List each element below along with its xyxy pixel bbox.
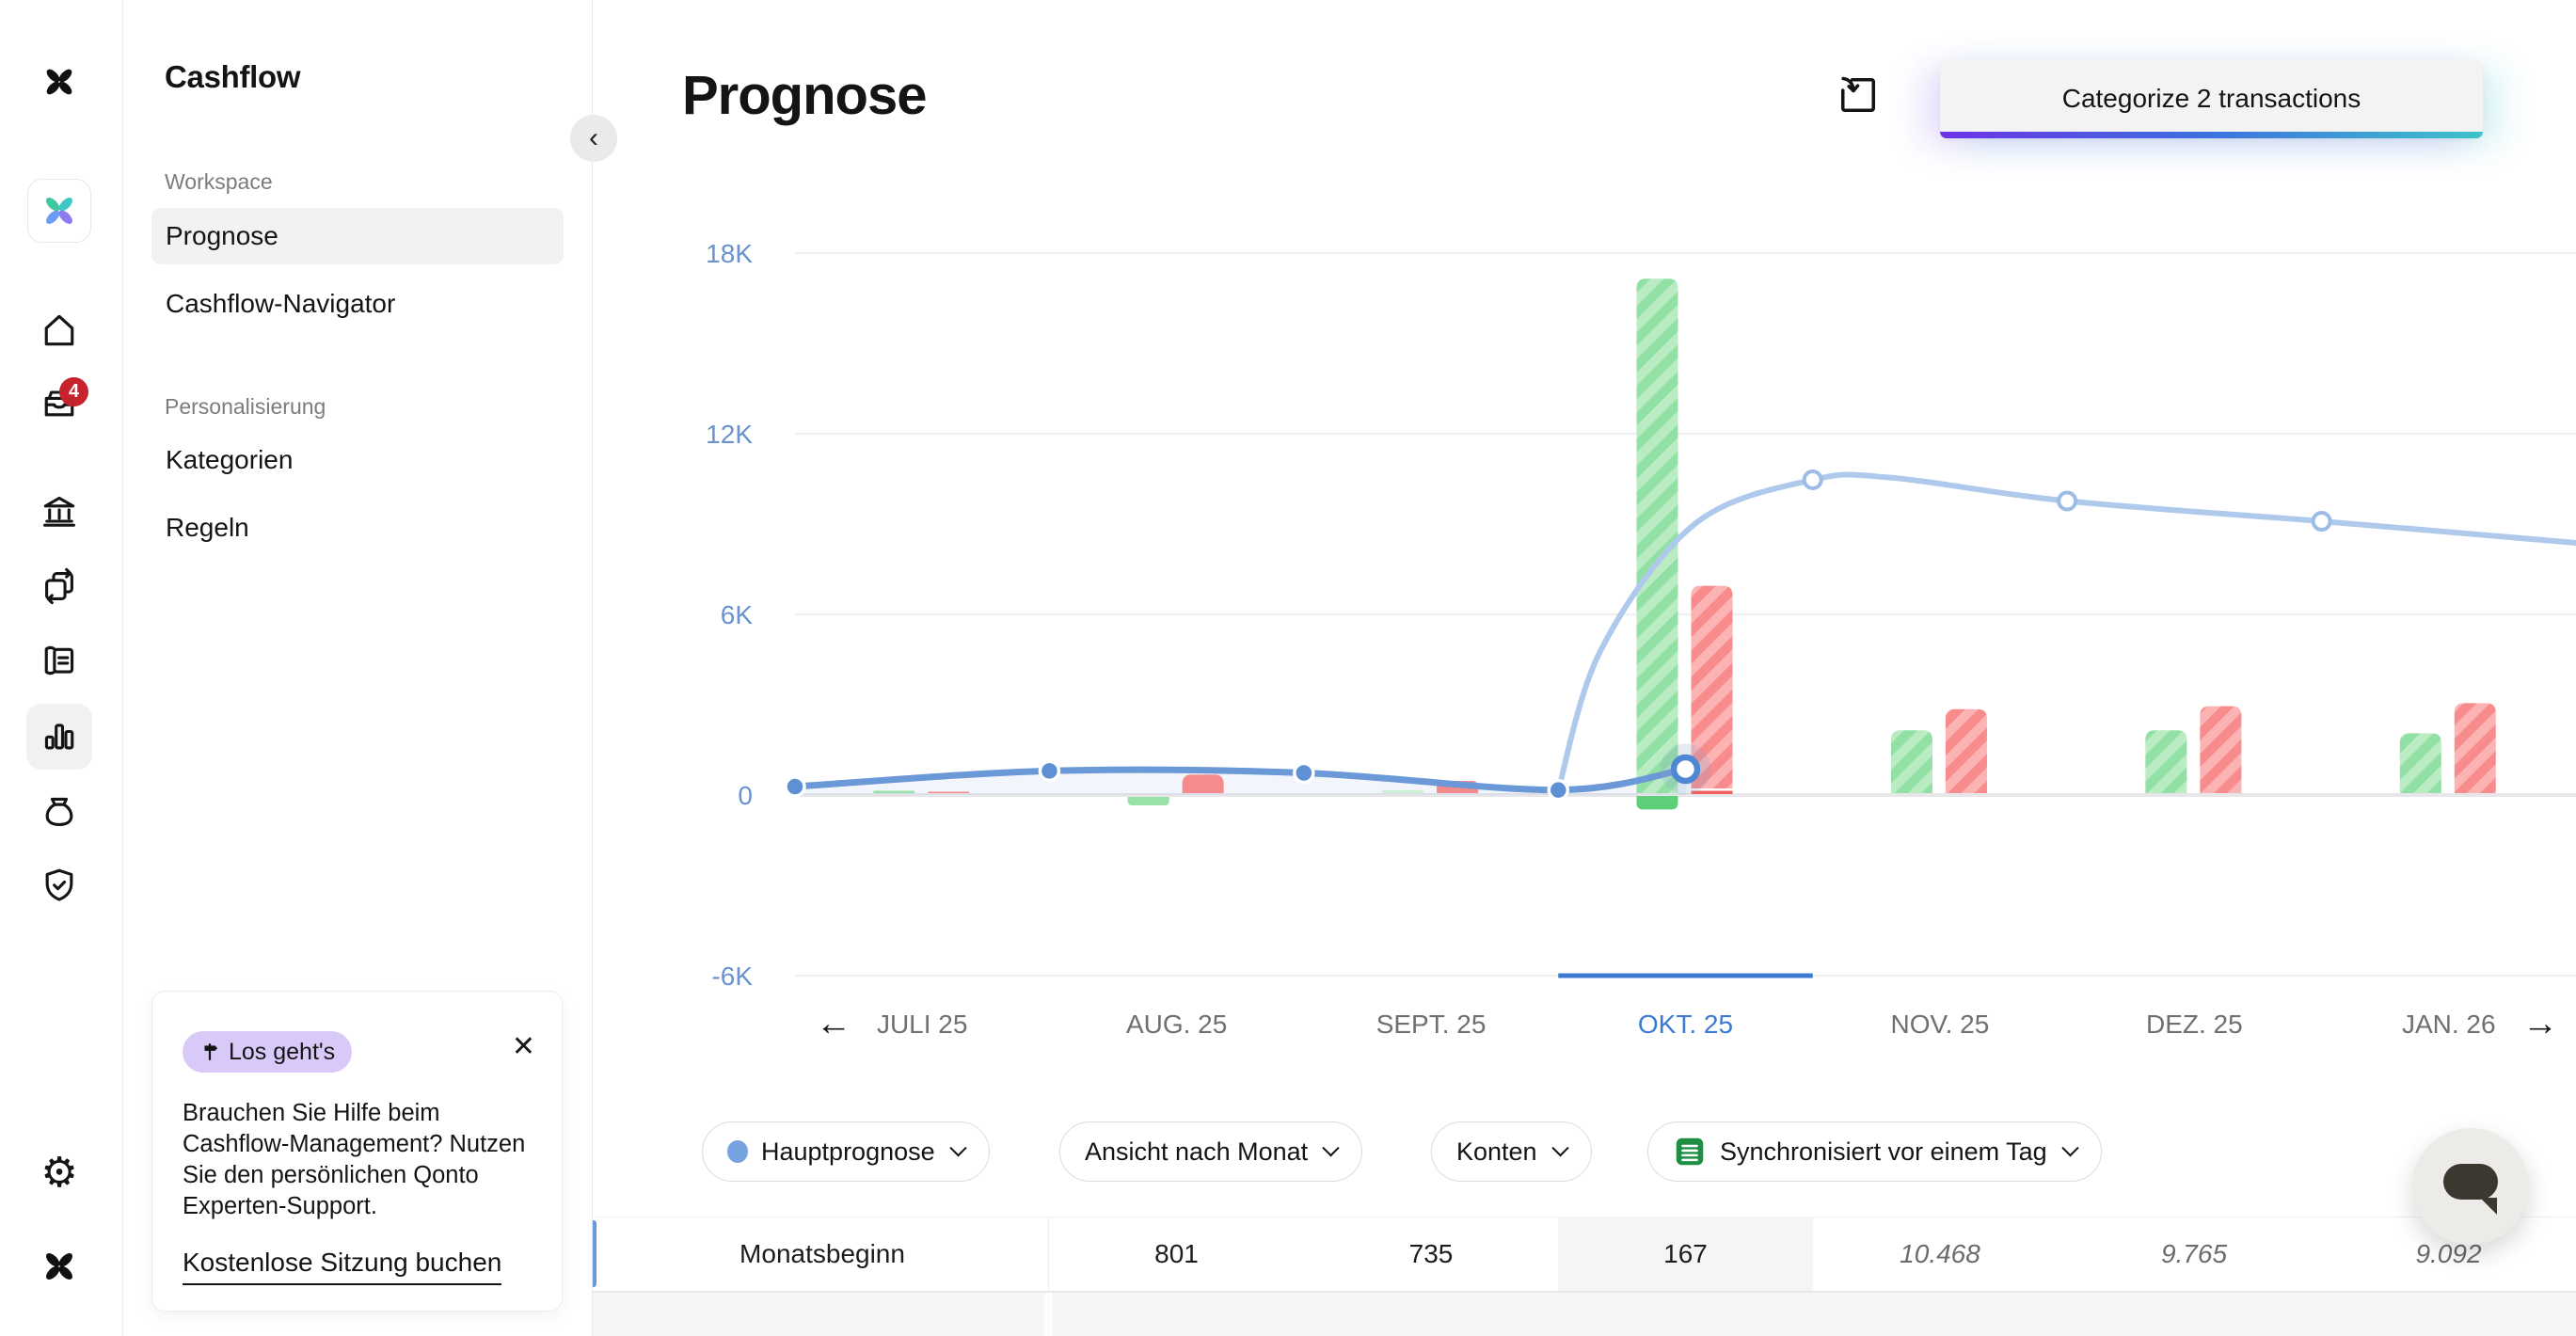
x-axis-month-label[interactable]: JAN. 26 [2402,1010,2496,1039]
export-download-icon[interactable] [1835,72,1882,119]
expenses-bar[interactable] [1945,708,1987,793]
settings-gear-icon[interactable]: ⚙ [40,1150,78,1196]
page-title: Prognose [682,65,927,126]
income-bar-negative[interactable] [1127,797,1169,805]
x-axis-month-label[interactable]: AUG. 25 [1126,1010,1227,1039]
forecast-point-marker [2057,490,2078,512]
next-table-row-partial [591,1293,2576,1336]
x-axis-month-label[interactable]: NOV. 25 [1891,1010,1990,1039]
forecast-point-marker [2311,511,2332,533]
income-bar-actual-cap [1636,796,1678,810]
categorize-transactions-button[interactable]: Categorize 2 transactions [1940,59,2483,138]
chat-bubble-icon [2443,1164,2498,1215]
chevron-down-icon [2060,1138,2079,1156]
budget-bag-icon[interactable] [39,791,80,833]
cashflow-forecast-chart[interactable]: 18K 12K 6K 0 -6K JULI 25 AUG. 25 SEPT. 25 OKT. 2… [659,226,2576,1082]
transfers-icon[interactable] [39,565,80,607]
inbox-unread-badge: 4 [59,377,88,406]
actual-point-marker [784,775,806,798]
chevron-left-icon: ‹ [589,122,598,153]
actual-balance-line [791,765,1689,794]
row-accent-bar [591,1220,596,1287]
chevron-down-icon [948,1138,967,1156]
cell-aug: 801 [1154,1239,1199,1268]
sidebar-title: Cashflow [165,59,301,94]
cell-okt-selected: 167 [1558,1217,1813,1291]
insurance-shield-icon[interactable] [39,865,80,906]
expenses-bar[interactable] [928,791,970,793]
actual-point-marker [1547,778,1570,802]
cashflow-chart-icon[interactable] [39,716,80,757]
income-bar[interactable] [2399,733,2441,793]
cashflow-active-highlight [26,704,92,770]
organization-avatar[interactable] [27,179,91,243]
x-axis-month-label[interactable]: SEPT. 25 [1376,1010,1487,1039]
bank-accounts-icon[interactable] [39,490,80,532]
close-icon[interactable]: ✕ [511,1031,535,1062]
sidebar-item-prognose[interactable]: Prognose [151,208,564,264]
cell-sept: 735 [1408,1239,1454,1268]
y-axis-label: 0 [738,781,753,810]
scenario-filter[interactable]: Hauptprognose [702,1121,990,1182]
column-divider [1048,1217,1049,1291]
book-session-link[interactable]: Kostenlose Sitzung buchen [183,1248,502,1285]
sidebar-item-cashflow-navigator[interactable]: Cashflow-Navigator [166,289,396,318]
row-separator [591,1291,2576,1293]
expenses-bar[interactable] [1182,774,1224,793]
sidebar-item-regeln[interactable]: Regeln [166,513,249,542]
qonto-logo-bottom-icon[interactable] [39,1246,80,1287]
income-bar[interactable] [2145,730,2187,793]
sync-status-filter[interactable]: Synchronisiert vor einem Tag [1647,1121,2102,1182]
y-axis-label: 18K [706,239,753,268]
x-axis-month-label[interactable]: DEZ. 25 [2146,1010,2243,1039]
onboarding-badge: Los geht's [183,1031,353,1073]
help-card-text: Brauchen Sie Hilfe beim Cashflow-Managem… [183,1100,526,1219]
expenses-bar[interactable] [2200,706,2242,793]
actual-point-marker [1038,759,1061,783]
income-bar[interactable] [873,790,915,793]
income-bar[interactable] [1382,789,1424,793]
chevron-down-icon [1550,1138,1569,1156]
y-axis-label: 12K [706,420,753,449]
row-label: Monatsbeginn [739,1239,905,1268]
cell-dez: 9.765 [2160,1239,2228,1268]
sidebar-item-kategorien[interactable]: Kategorien [166,445,294,474]
chat-support-button[interactable] [2412,1128,2529,1245]
income-bar[interactable] [1636,278,1678,793]
today-marker[interactable] [1670,754,1701,785]
qonto-logo-icon [39,61,80,103]
help-card: Los geht's ✕ Brauchen Sie Hilfe beim Cas… [151,991,563,1312]
icon-rail: 4 [0,0,123,1336]
sidebar-section-workspace: Workspace [165,169,273,194]
actual-point-marker [1293,761,1315,785]
y-axis-label: -6K [711,962,753,991]
home-icon[interactable] [39,310,80,351]
x-axis-month-label[interactable]: OKT. 25 [1638,1010,1733,1039]
invoices-icon[interactable] [39,640,80,681]
y-axis-label: 6K [721,600,754,629]
forecast-point-marker [1802,469,1823,491]
next-row-column-gap [1044,1293,1053,1336]
view-by-month-filter[interactable]: Ansicht nach Monat [1059,1121,1363,1182]
expenses-bar[interactable] [2454,703,2496,793]
spreadsheet-icon [1676,1137,1704,1166]
expenses-bar-actual-strip [1691,790,1733,794]
x-axis-month-label[interactable]: JULI 25 [877,1010,968,1039]
sidebar-section-personalisierung: Personalisierung [165,394,326,419]
signpost-icon [204,1043,218,1060]
scenario-dot-icon [727,1140,748,1163]
prev-month-arrow-icon[interactable]: ← [816,1004,851,1043]
expenses-bar[interactable] [1691,585,1733,788]
chevron-down-icon [1322,1138,1340,1156]
next-month-arrow-icon[interactable]: → [2522,1004,2558,1043]
cell-nov: 10.468 [1900,1239,1980,1268]
accounts-filter[interactable]: Konten [1431,1121,1592,1182]
income-bar[interactable] [1890,730,1932,793]
sidebar-collapse-button[interactable]: ‹ [570,115,617,162]
